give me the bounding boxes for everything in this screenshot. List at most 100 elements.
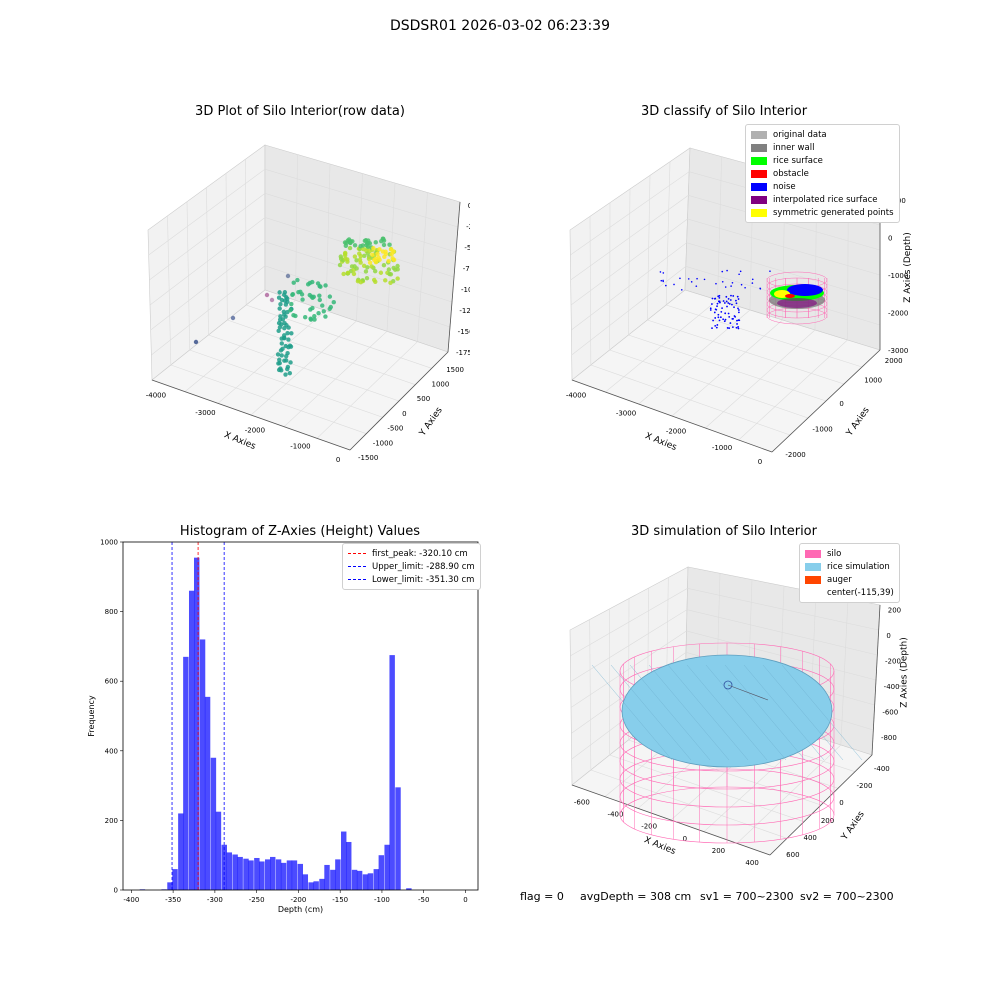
rice-mesh-line: [667, 664, 749, 761]
noise-point: [722, 318, 725, 321]
legend-item: obstacle: [751, 167, 894, 180]
scatter-point: [283, 314, 288, 319]
x-tick-label: -350: [165, 896, 181, 904]
noise-point: [715, 282, 717, 285]
scatter-point: [276, 328, 281, 334]
noise-point: [722, 300, 725, 302]
rice-mesh-line: [648, 664, 730, 761]
legend-label: auger: [827, 574, 852, 585]
histogram-bar: [194, 557, 200, 890]
scatter-point: [282, 325, 287, 331]
y-tick-label: 200: [105, 817, 118, 825]
noise-point: [733, 315, 736, 317]
scatter-point: [388, 272, 394, 277]
x-tick-label: -250: [249, 896, 265, 904]
z-tick-label: -1250: [459, 307, 470, 315]
y-tick-label: 600: [786, 851, 799, 859]
histogram-bar: [406, 888, 412, 890]
scatter-point: [369, 264, 374, 269]
scatter-point: [283, 343, 288, 349]
scatter-point: [307, 292, 312, 298]
scatter-point: [373, 256, 379, 262]
noise-point: [725, 295, 728, 298]
scatter-point: [310, 295, 315, 300]
scatter-point: [317, 293, 322, 298]
histogram-bar: [286, 860, 293, 890]
scatter-point: [364, 276, 370, 281]
noise-point: [730, 294, 732, 297]
noise-point: [709, 307, 712, 310]
z-tick-label: -1750: [456, 349, 470, 357]
y-tick-label: 0: [839, 400, 843, 408]
noise-point: [687, 278, 690, 280]
histogram-bar: [254, 857, 260, 890]
legend-item: first_peak: -320.10 cm: [348, 547, 475, 560]
center-marker: [723, 680, 733, 690]
histogram-bar: [248, 860, 254, 890]
scatter-point: [269, 297, 275, 303]
histogram-bar: [237, 856, 243, 890]
z-tick-label: 0: [888, 235, 892, 243]
noise-point: [662, 280, 665, 283]
scatter-point: [357, 257, 363, 262]
legend-item: rice surface: [751, 154, 894, 167]
histogram-bar: [232, 854, 238, 890]
noise-point: [728, 302, 731, 305]
histogram-bar: [215, 811, 222, 890]
legend-item: rice simulation: [805, 560, 894, 573]
histogram-bar: [199, 639, 206, 890]
legend-item: center(-115,39): [805, 586, 894, 599]
legend-swatch: [805, 575, 821, 584]
z-tick-label: -250: [466, 223, 470, 231]
grid-line: [665, 161, 671, 306]
footer-sv2: sv2 = 700~2300: [800, 890, 894, 903]
scatter-point: [308, 317, 314, 322]
scatter-point: [378, 270, 384, 275]
noise-point: [769, 270, 771, 272]
legend-swatch: [805, 562, 821, 571]
histogram-bar: [270, 856, 276, 890]
z-axis-label: Z Axies (Depth): [903, 232, 913, 303]
z-tick-label: -1000: [888, 272, 908, 280]
x-tick-label: -600: [574, 799, 590, 807]
scatter-point: [338, 254, 344, 259]
y-tick-label: 1500: [446, 366, 464, 374]
scatter-point: [360, 243, 366, 248]
scatter-point: [277, 290, 282, 295]
z-tick-label: -400: [884, 683, 900, 691]
z-tick-label: -2000: [888, 310, 908, 318]
scatter-point: [389, 252, 394, 257]
panel2-legend: original data inner wall rice surface obsta…: [745, 124, 900, 223]
scatter-point: [365, 265, 370, 270]
scatter-point: [291, 280, 296, 285]
scatter-point: [372, 277, 377, 283]
scatter-point: [276, 367, 282, 373]
legend-swatch: [751, 130, 767, 139]
z-axis-line: [871, 604, 881, 756]
scatter-point: [366, 256, 372, 262]
noise-point: [711, 297, 714, 300]
scatter-point: [289, 301, 294, 307]
noise-point: [729, 322, 732, 324]
scatter-point: [279, 336, 284, 341]
legend-label: interpolated rice surface: [773, 194, 878, 205]
scatter-point: [327, 294, 333, 299]
panel2-title: 3D classify of Silo Interior: [640, 104, 808, 119]
x-axis-label: Depth (cm): [278, 905, 323, 914]
scatter-point: [277, 357, 282, 362]
scatter-point: [383, 251, 389, 257]
noise-point: [736, 319, 738, 322]
noise-point: [737, 309, 740, 311]
noise-point: [724, 286, 727, 288]
rice-mesh-line: [610, 664, 692, 761]
legend-swatch: [751, 208, 767, 217]
scatter-point: [283, 372, 288, 377]
noise-point: [728, 327, 731, 330]
z-tick-label: -200: [885, 658, 901, 666]
scatter-point: [276, 295, 282, 300]
noise-point: [744, 286, 746, 289]
footer-sv1: sv1 = 700~2300: [700, 890, 794, 903]
histogram-bar: [384, 844, 390, 890]
noise-point: [726, 269, 728, 272]
noise-point: [713, 311, 716, 314]
